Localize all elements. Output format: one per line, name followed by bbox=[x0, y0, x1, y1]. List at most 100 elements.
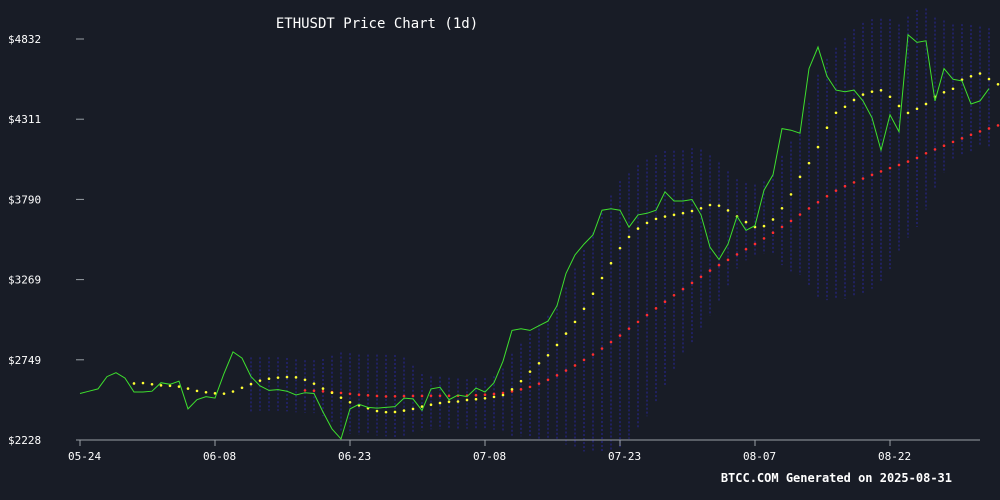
ma-fast-point bbox=[645, 221, 649, 225]
y-tick-label: $4311 bbox=[8, 113, 41, 126]
ma-fast-point bbox=[618, 246, 622, 250]
ma-fast-point bbox=[717, 204, 721, 207]
ma-fast-point bbox=[312, 382, 316, 385]
ma-fast-point bbox=[546, 354, 550, 357]
ma-slow-point bbox=[582, 358, 586, 362]
ma-fast-point bbox=[348, 400, 352, 404]
ma-fast-point bbox=[141, 381, 145, 385]
ma-slow-point bbox=[447, 394, 451, 398]
ma-fast-point bbox=[681, 211, 685, 215]
ma-fast-point bbox=[186, 387, 190, 390]
ma-slow-point bbox=[321, 390, 325, 393]
ma-slow-point bbox=[888, 166, 892, 170]
ma-fast-point bbox=[987, 77, 991, 81]
ma-fast-point bbox=[159, 384, 163, 387]
ma-fast-point bbox=[375, 409, 379, 413]
ma-fast-point bbox=[672, 213, 676, 217]
ma-fast-point bbox=[591, 292, 595, 296]
ma-fast-point bbox=[744, 220, 748, 224]
ma-fast-point bbox=[699, 206, 703, 210]
ma-slow-point bbox=[780, 225, 784, 229]
ma-slow-point bbox=[699, 275, 703, 279]
ma-slow-point bbox=[897, 163, 901, 167]
ma-fast-point bbox=[177, 385, 181, 388]
ma-slow-point bbox=[546, 378, 550, 382]
ma-fast-point bbox=[636, 227, 640, 230]
ma-fast-point bbox=[816, 145, 820, 149]
ma-fast-series bbox=[132, 72, 1000, 414]
ma-fast-point bbox=[393, 410, 397, 414]
ma-fast-point bbox=[807, 161, 811, 165]
ma-slow-point bbox=[492, 392, 496, 396]
ma-slow-point bbox=[654, 307, 658, 310]
ma-fast-point bbox=[528, 370, 532, 373]
ma-slow-point bbox=[519, 388, 523, 391]
ma-slow-point bbox=[843, 184, 847, 188]
ma-slow-point bbox=[951, 140, 955, 144]
y-tick-label: $3269 bbox=[8, 274, 41, 287]
ma-fast-point bbox=[915, 107, 919, 111]
ma-fast-point bbox=[402, 409, 406, 412]
ma-fast-point bbox=[555, 343, 559, 347]
ma-fast-point bbox=[582, 307, 586, 311]
ma-slow-point bbox=[933, 148, 937, 151]
ma-slow-point bbox=[420, 394, 424, 398]
ma-slow-point bbox=[861, 177, 865, 180]
ma-slow-point bbox=[726, 258, 730, 262]
ma-slow-point bbox=[906, 160, 910, 163]
ma-slow-point bbox=[834, 189, 838, 192]
ma-slow-point bbox=[483, 393, 487, 397]
ma-fast-point bbox=[888, 95, 892, 99]
ma-slow-point bbox=[942, 144, 946, 148]
ma-fast-point bbox=[879, 88, 883, 92]
ma-slow-point bbox=[789, 219, 793, 223]
ma-slow-point bbox=[681, 287, 685, 291]
ma-fast-point bbox=[951, 87, 955, 91]
ma-slow-point bbox=[618, 334, 622, 337]
ma-fast-point bbox=[483, 396, 487, 400]
ma-fast-point bbox=[321, 387, 325, 390]
ma-slow-point bbox=[312, 389, 316, 393]
ma-fast-point bbox=[231, 390, 235, 393]
ma-fast-point bbox=[627, 235, 631, 239]
ma-fast-point bbox=[492, 395, 496, 399]
ma-fast-point bbox=[654, 217, 658, 221]
ma-slow-point bbox=[393, 394, 397, 398]
ma-slow-point bbox=[690, 281, 694, 285]
ma-slow-point bbox=[870, 173, 874, 177]
ma-fast-point bbox=[969, 74, 973, 78]
ma-slow-point bbox=[987, 127, 991, 130]
ma-slow-point bbox=[816, 200, 820, 204]
ma-slow-point bbox=[627, 327, 631, 330]
ma-slow-point bbox=[474, 393, 478, 397]
chart-title: ETHUSDT Price Chart (1d) bbox=[276, 16, 478, 32]
ma-fast-point bbox=[420, 405, 424, 408]
ma-slow-point bbox=[501, 391, 505, 395]
ma-fast-point bbox=[438, 401, 442, 405]
ma-slow-point bbox=[591, 353, 595, 356]
ma-slow-point bbox=[537, 382, 541, 385]
ma-fast-point bbox=[771, 218, 775, 221]
ma-slow-point bbox=[303, 389, 307, 392]
x-tick-label: 05-24 bbox=[68, 450, 101, 463]
y-axis-ticks: $2228 $2749 $3269 $3790 $4311 $4832 bbox=[8, 33, 84, 447]
ma-fast-point bbox=[843, 105, 847, 109]
ma-fast-point bbox=[906, 111, 910, 115]
ma-slow-point bbox=[924, 151, 928, 155]
ma-slow-point bbox=[375, 394, 379, 398]
ma-slow-point bbox=[564, 369, 568, 372]
ma-slow-point bbox=[636, 320, 640, 324]
ma-fast-point bbox=[303, 378, 307, 382]
x-tick-label: 08-22 bbox=[878, 450, 911, 463]
ma-fast-point bbox=[825, 126, 829, 130]
ma-slow-point bbox=[339, 391, 343, 395]
x-axis-ticks: 05-24 06-08 06-23 07-08 07-23 08-07 08-22 bbox=[68, 440, 911, 463]
ma-fast-point bbox=[663, 215, 667, 218]
ma-fast-point bbox=[897, 104, 901, 108]
ma-fast-point bbox=[978, 72, 982, 75]
ma-slow-point bbox=[402, 394, 406, 398]
ma-slow-point bbox=[573, 364, 577, 367]
